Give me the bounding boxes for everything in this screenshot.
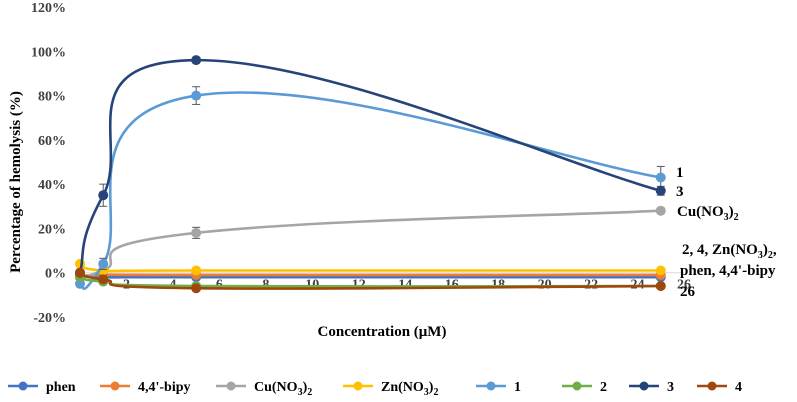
legend-marker-c2 [572, 381, 582, 391]
legend-label-c3: 3 [667, 380, 674, 395]
series-c3 [75, 55, 666, 278]
data-point-cuno3 [655, 205, 666, 216]
legend-label-c2: 2 [600, 380, 607, 395]
legend-label-bipy: 4,4'-bipy [138, 380, 191, 395]
legend-label-c4: 4 [735, 380, 742, 395]
data-point-znno3 [655, 265, 666, 276]
legend-item-bipy: 4,4'-bipy [100, 380, 191, 395]
legend-label-cuno3: Cu(NO3)2 [254, 380, 312, 398]
data-point-c3 [191, 55, 202, 66]
legend-marker-c3 [639, 381, 649, 391]
data-point-c3 [655, 185, 666, 196]
y-tick-label: 60% [38, 134, 66, 149]
data-point-c1 [98, 258, 109, 269]
end-label-group-line1: 2, 4, Zn(NO3)2, [682, 242, 777, 261]
legend: phen 4,4'-bipy Cu(NO3)2 Zn(NO3)2 1 2 3 4 [8, 380, 742, 398]
data-point-c3 [98, 190, 109, 201]
x-tick-label: 26 [677, 278, 691, 293]
data-point-cuno3 [191, 227, 202, 238]
legend-item-znno3: Zn(NO3)2 [343, 380, 438, 398]
series-line-znno3 [79, 262, 661, 273]
legend-item-c2: 2 [562, 380, 607, 395]
legend-item-c1: 1 [476, 380, 521, 395]
x-axis-title: Concentration (μM) [318, 324, 447, 340]
y-tick-label: 20% [38, 222, 66, 237]
y-tick-label: 100% [31, 45, 66, 60]
legend-item-phen: phen [8, 380, 76, 395]
legend-marker-znno3 [353, 381, 363, 391]
y-axis-ticks: -20% 0% 20% 40% 60% 80% 100% 120% [31, 1, 66, 326]
legend-marker-phen [18, 381, 28, 391]
y-tick-label: -20% [33, 311, 66, 326]
legend-marker-bipy [110, 381, 120, 391]
series-c1 [75, 86, 666, 290]
y-tick-label: 80% [38, 90, 66, 105]
end-label-3: 3 [676, 184, 684, 200]
data-point-c1 [191, 90, 202, 101]
data-point-c4 [75, 267, 85, 278]
end-label-26: 26 [680, 284, 696, 300]
series-line-cuno3 [79, 209, 661, 279]
series-line-c1 [79, 91, 661, 290]
legend-item-c4: 4 [697, 380, 742, 395]
y-tick-label: 40% [38, 178, 66, 193]
y-axis-title: Percentage of hemolysis (%) [8, 91, 24, 273]
legend-marker-cuno3 [226, 381, 236, 391]
legend-marker-c1 [486, 381, 496, 391]
data-point-znno3 [191, 265, 202, 276]
legend-marker-c4 [707, 381, 717, 391]
legend-label-phen: phen [46, 380, 76, 395]
series-c4 [75, 267, 666, 294]
data-point-c4 [191, 283, 202, 294]
data-point-c4 [98, 274, 109, 285]
legend-item-cuno3: Cu(NO3)2 [216, 380, 312, 398]
y-tick-label: 120% [31, 1, 66, 16]
end-label-group-line2: phen, 4,4'-bipy [680, 263, 776, 279]
series-line-c3 [78, 58, 662, 274]
end-label-1: 1 [676, 165, 684, 181]
end-label-cuno3: Cu(NO3)2 [677, 204, 739, 223]
data-point-c4 [655, 281, 666, 291]
series-layer [75, 55, 666, 294]
legend-label-znno3: Zn(NO3)2 [381, 380, 438, 398]
series-line-c2 [79, 275, 661, 288]
data-point-c1 [655, 172, 666, 183]
y-tick-label: 0% [45, 267, 66, 282]
legend-item-c3: 3 [629, 380, 674, 395]
legend-label-c1: 1 [514, 380, 521, 395]
